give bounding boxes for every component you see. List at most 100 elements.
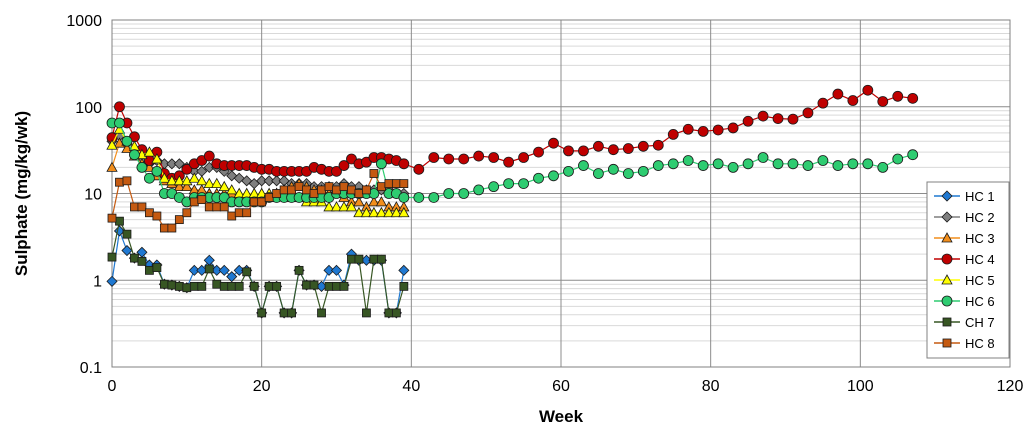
data-point xyxy=(330,201,343,212)
data-point xyxy=(941,232,953,243)
data-point xyxy=(324,182,334,192)
data-point xyxy=(197,195,207,205)
data-point xyxy=(218,180,230,192)
data-point xyxy=(578,145,589,157)
data-point xyxy=(697,125,709,137)
data-point xyxy=(317,185,326,195)
data-point xyxy=(339,281,349,291)
data-point xyxy=(622,168,634,179)
data-point xyxy=(218,264,230,276)
legend-label: HC 2 xyxy=(965,210,995,225)
data-point xyxy=(332,185,341,195)
data-point xyxy=(458,153,470,165)
y-tick-label: 10 xyxy=(84,187,102,204)
data-point xyxy=(182,208,192,218)
data-point xyxy=(166,174,178,186)
data-point xyxy=(518,178,529,190)
data-point xyxy=(578,160,589,171)
data-point xyxy=(204,202,214,212)
data-point xyxy=(226,271,238,283)
data-point xyxy=(862,84,874,96)
data-point xyxy=(533,172,544,184)
data-point xyxy=(152,211,162,221)
data-point xyxy=(787,158,799,170)
data-point xyxy=(667,158,679,170)
data-point xyxy=(242,208,252,218)
y-axis-ticks: 0.1 1 10 100 1000 xyxy=(66,13,102,377)
data-point xyxy=(727,122,739,134)
data-point xyxy=(166,158,178,170)
data-point xyxy=(331,165,342,177)
data-point xyxy=(637,140,649,152)
data-point xyxy=(182,283,192,293)
data-point xyxy=(227,281,237,291)
data-point xyxy=(368,196,380,207)
data-point xyxy=(346,153,357,165)
data-point xyxy=(257,197,267,207)
data-point xyxy=(234,208,244,218)
data-point xyxy=(115,216,124,226)
data-point xyxy=(302,185,311,195)
legend-item: CH 7 xyxy=(934,315,995,330)
x-tick-label: 80 xyxy=(702,378,720,395)
data-point xyxy=(398,264,410,276)
data-point xyxy=(151,153,163,164)
legend-label: HC 1 xyxy=(965,189,995,204)
data-point xyxy=(892,90,904,102)
data-point xyxy=(941,274,953,285)
data-point xyxy=(196,174,208,186)
data-point xyxy=(473,184,485,196)
data-point xyxy=(324,281,334,291)
data-point xyxy=(548,170,559,182)
data-point xyxy=(847,95,859,106)
data-point xyxy=(398,192,410,203)
legend-label: HC 3 xyxy=(965,231,995,246)
data-point xyxy=(294,182,304,192)
data-point xyxy=(787,113,799,125)
data-point xyxy=(563,165,574,177)
data-point xyxy=(309,280,319,290)
data-point xyxy=(503,156,515,168)
data-point xyxy=(398,206,410,218)
data-point xyxy=(384,308,394,318)
data-point xyxy=(877,161,889,173)
data-point xyxy=(167,280,177,290)
legend-label: CH 7 xyxy=(965,315,995,330)
data-point xyxy=(942,317,952,327)
data-point xyxy=(802,107,814,119)
data-point xyxy=(323,264,335,276)
data-point xyxy=(652,160,664,171)
data-point xyxy=(121,244,133,257)
data-point xyxy=(697,160,709,171)
data-point xyxy=(137,256,147,266)
data-point xyxy=(892,153,904,165)
data-point xyxy=(345,201,358,212)
data-point xyxy=(607,144,619,156)
data-point xyxy=(347,254,356,264)
data-point xyxy=(832,160,844,171)
data-point xyxy=(503,178,515,190)
data-point xyxy=(188,172,200,183)
legend-label: HC 8 xyxy=(965,336,995,351)
data-point xyxy=(174,215,184,225)
series-hc-8 xyxy=(107,169,409,233)
data-point xyxy=(339,182,349,192)
data-point xyxy=(398,158,410,170)
legend-label: HC 4 xyxy=(965,252,995,267)
data-point xyxy=(294,265,304,275)
data-point xyxy=(212,279,222,289)
data-point xyxy=(458,188,470,199)
data-point xyxy=(347,185,356,195)
data-point xyxy=(428,152,440,163)
legend-item: HC 6 xyxy=(934,294,995,309)
data-point xyxy=(332,281,341,291)
data-point xyxy=(941,295,953,307)
data-point xyxy=(533,146,544,158)
data-point xyxy=(488,152,500,163)
data-point xyxy=(197,281,207,291)
x-axis-title: Week xyxy=(539,407,584,426)
data-point xyxy=(309,189,319,198)
data-point xyxy=(563,145,574,157)
data-point xyxy=(143,146,156,157)
